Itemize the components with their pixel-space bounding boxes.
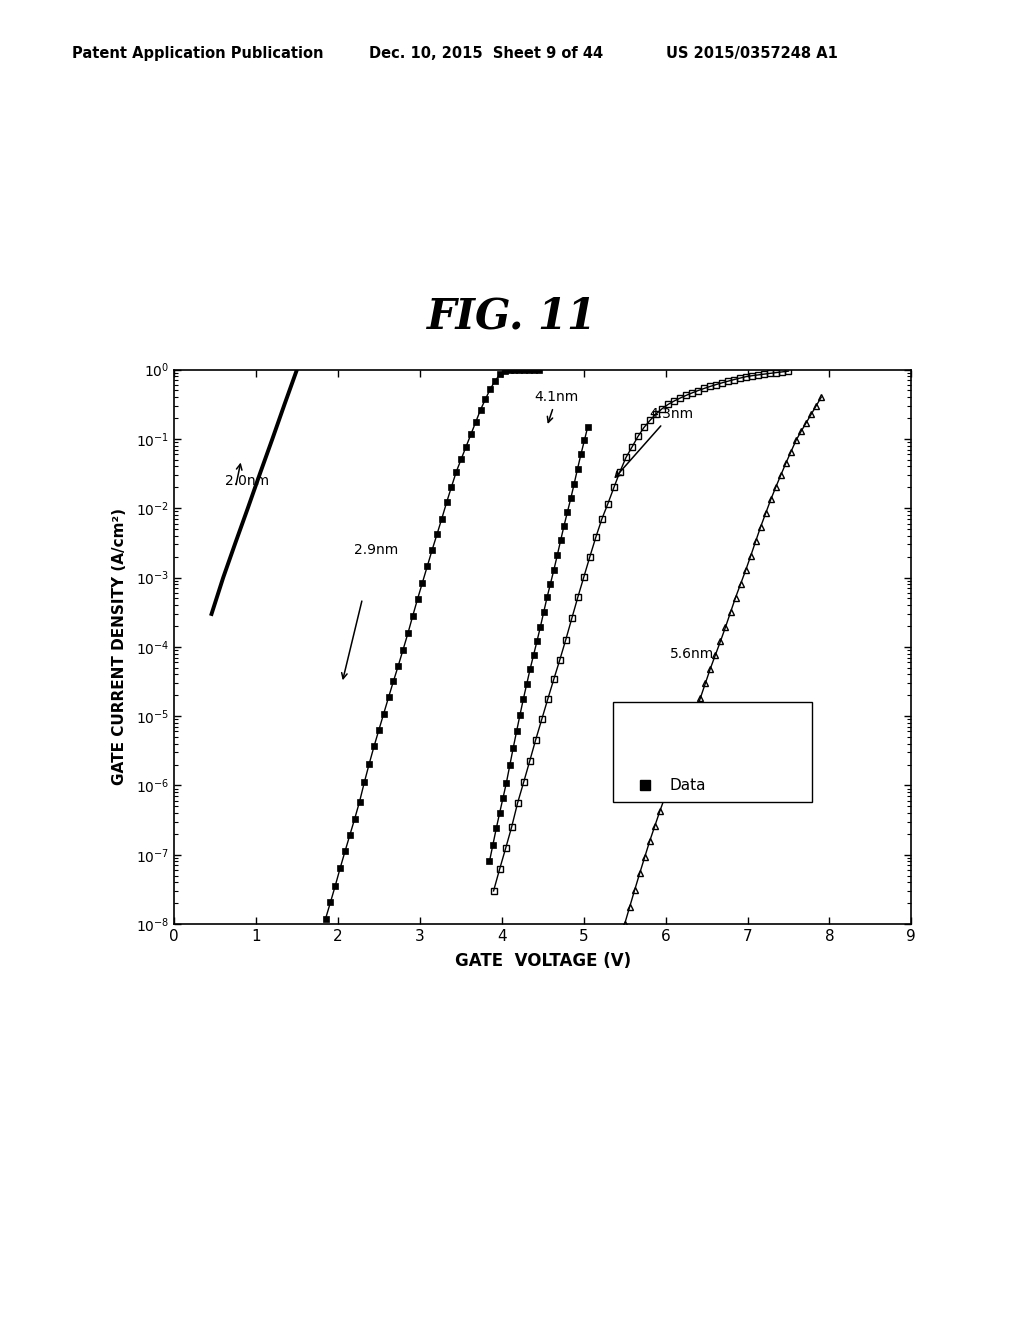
Text: FIG. 11: FIG. 11 [427, 296, 597, 338]
Text: Dec. 10, 2015  Sheet 9 of 44: Dec. 10, 2015 Sheet 9 of 44 [369, 46, 603, 61]
Text: 2.9nm: 2.9nm [354, 543, 398, 557]
Text: Data: Data [670, 777, 707, 793]
Text: 4.3nm: 4.3nm [615, 407, 693, 478]
Text: US 2015/0357248 A1: US 2015/0357248 A1 [666, 46, 838, 61]
Y-axis label: GATE CURRENT DENSITY (A/cm²): GATE CURRENT DENSITY (A/cm²) [113, 508, 127, 785]
FancyBboxPatch shape [612, 702, 812, 803]
Text: Patent Application Publication: Patent Application Publication [72, 46, 324, 61]
Text: 2.0nm: 2.0nm [225, 474, 269, 487]
X-axis label: GATE  VOLTAGE (V): GATE VOLTAGE (V) [455, 952, 631, 970]
Text: 5.6nm: 5.6nm [670, 647, 714, 660]
Text: 4.1nm: 4.1nm [535, 391, 579, 422]
